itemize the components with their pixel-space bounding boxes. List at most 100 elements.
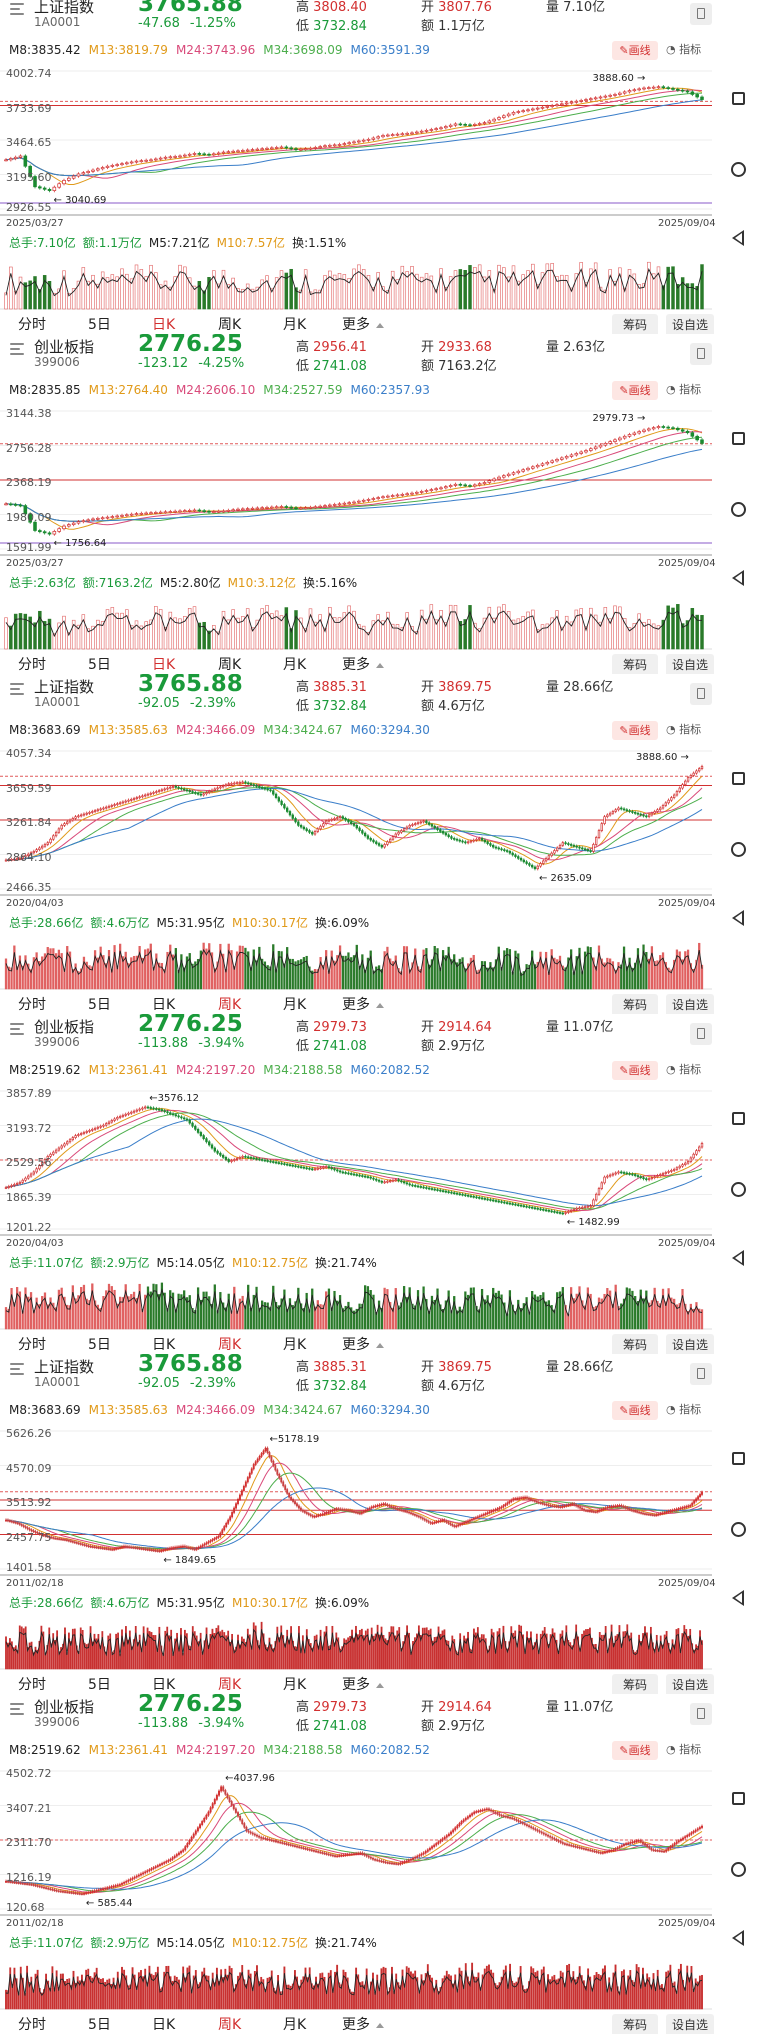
tab-5day[interactable]: 5日 [88,1672,111,1694]
fullscreen-button[interactable] [690,1363,712,1385]
home-button[interactable] [731,1182,746,1197]
kline-chart[interactable]: 4502.72 3407.21 2311.70 1216.19 120.68 2011/0… [0,1765,718,2030]
kline-chart[interactable]: 4057.34 3659.59 3261.84 2864.10 2466.35 2020/… [0,745,718,1010]
candle [85,1544,88,1547]
indicator-button[interactable]: ◔ 指标 [666,1401,701,1417]
chips-button[interactable]: 筹码 [612,1334,658,1354]
tab-5day[interactable]: 5日 [88,1332,111,1354]
draw-line-button[interactable]: ✎画线 [612,381,658,400]
back-button[interactable] [732,570,744,586]
draw-line-button[interactable]: ✎画线 [612,1401,658,1420]
tab-5day[interactable]: 5日 [88,992,111,1014]
menu-icon[interactable] [10,343,26,357]
tab-more[interactable]: 更多 [342,312,384,334]
tab-intraday[interactable]: 分时 [18,992,46,1014]
kline-chart[interactable]: 3144.38 2756.28 2368.19 1980.09 1591.99 2025/… [0,405,718,670]
draw-line-button[interactable]: ✎画线 [612,1741,658,1760]
tab-5day[interactable]: 5日 [88,2012,111,2034]
tab-more[interactable]: 更多 [342,2012,384,2034]
recent-apps-button[interactable] [732,1112,745,1125]
recent-apps-button[interactable] [732,1452,745,1465]
add-watchlist-button[interactable]: 设自选 [666,994,714,1014]
chips-button[interactable]: 筹码 [612,994,658,1014]
tab-more[interactable]: 更多 [342,1332,384,1354]
back-button[interactable] [732,910,744,926]
tab-weekly-k[interactable]: 周K [212,1332,247,1354]
kline-chart[interactable]: 3857.89 3193.72 2529.56 1865.39 1201.22 2020/… [0,1085,718,1350]
tab-intraday[interactable]: 分时 [18,1332,46,1354]
candle [188,1840,191,1844]
fullscreen-button[interactable] [690,683,712,705]
tab-daily-k[interactable]: 日K [146,652,181,674]
y-axis-label: 5626.26 [6,1427,52,1440]
tab-daily-k[interactable]: 日K [146,312,181,334]
tab-more[interactable]: 更多 [342,1672,384,1694]
indicator-button[interactable]: ◔ 指标 [666,1741,701,1757]
tab-5day[interactable]: 5日 [88,312,111,334]
home-button[interactable] [731,1522,746,1537]
tab-monthly-k[interactable]: 月K [283,1332,306,1354]
recent-apps-button[interactable] [732,432,745,445]
home-button[interactable] [731,842,746,857]
recent-apps-button[interactable] [732,92,745,105]
back-button[interactable] [732,1250,744,1266]
tab-monthly-k[interactable]: 月K [283,992,306,1014]
tab-daily-k[interactable]: 日K [152,992,175,1014]
tab-weekly-k[interactable]: 周K [212,2012,247,2034]
tab-daily-k[interactable]: 日K [152,2012,175,2034]
tab-weekly-k[interactable]: 周K [218,312,241,334]
tab-more[interactable]: 更多 [342,992,384,1014]
tab-intraday[interactable]: 分时 [18,2012,46,2034]
draw-line-button[interactable]: ✎画线 [612,721,658,740]
kline-chart[interactable]: 5626.26 4570.09 3513.92 2457.75 1401.58 2011/… [0,1425,718,1690]
tab-intraday[interactable]: 分时 [18,652,46,674]
candle [608,1850,611,1853]
add-watchlist-button[interactable]: 设自选 [666,1334,714,1354]
home-button[interactable] [731,162,746,177]
add-watchlist-button[interactable]: 设自选 [666,654,714,674]
kline-chart[interactable]: 4002.74 3733.69 3464.65 3195.60 2926.55 2025/… [0,65,718,330]
tab-daily-k[interactable]: 日K [152,1332,175,1354]
tab-5day[interactable]: 5日 [88,652,111,674]
candle [651,427,656,430]
fullscreen-button[interactable] [690,343,712,365]
indicator-button[interactable]: ◔ 指标 [666,1061,701,1077]
home-button[interactable] [731,502,746,517]
tab-weekly-k[interactable]: 周K [212,992,247,1014]
fullscreen-button[interactable] [690,3,712,25]
tab-daily-k[interactable]: 日K [152,1672,175,1694]
menu-icon[interactable] [10,1023,26,1037]
add-watchlist-button[interactable]: 设自选 [666,2014,714,2034]
indicator-button[interactable]: ◔ 指标 [666,721,701,737]
indicator-button[interactable]: ◔ 指标 [666,381,701,397]
chips-button[interactable]: 筹码 [612,1674,658,1694]
menu-icon[interactable] [10,683,26,697]
back-button[interactable] [732,230,744,246]
tab-monthly-k[interactable]: 月K [283,652,306,674]
candle [299,1166,303,1169]
fullscreen-button[interactable] [690,1023,712,1045]
tab-intraday[interactable]: 分时 [18,1672,46,1694]
candle [280,800,283,805]
candle [291,814,294,819]
chips-button[interactable]: 筹码 [612,314,658,334]
draw-line-button[interactable]: ✎画线 [612,1061,658,1080]
menu-icon[interactable] [10,3,26,17]
tab-monthly-k[interactable]: 月K [283,1672,306,1694]
menu-icon[interactable] [10,1363,26,1377]
fullscreen-button[interactable] [690,1703,712,1725]
tab-weekly-k[interactable]: 周K [212,1672,247,1694]
tab-intraday[interactable]: 分时 [18,312,46,334]
menu-icon[interactable] [10,1703,26,1717]
add-watchlist-button[interactable]: 设自选 [666,314,714,334]
tab-more[interactable]: 更多 [342,652,384,674]
chips-button[interactable]: 筹码 [612,654,658,674]
tab-monthly-k[interactable]: 月K [283,312,306,334]
add-watchlist-button[interactable]: 设自选 [666,1674,714,1694]
tab-weekly-k[interactable]: 周K [218,652,241,674]
indicator-button[interactable]: ◔ 指标 [666,41,701,57]
tab-monthly-k[interactable]: 月K [283,2012,306,2034]
recent-apps-button[interactable] [732,772,745,785]
chips-button[interactable]: 筹码 [612,2014,658,2034]
draw-line-button[interactable]: ✎画线 [612,41,658,60]
